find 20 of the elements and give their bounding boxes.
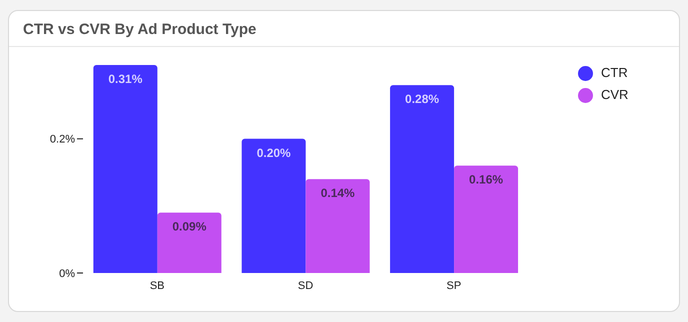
- x-tick-label: SD: [298, 280, 314, 292]
- bar: [242, 138, 306, 273]
- data-label: 0.31%: [108, 72, 143, 86]
- legend-label: CTR: [601, 65, 628, 80]
- data-label: 0.14%: [320, 186, 356, 200]
- data-label: 0.16%: [469, 172, 504, 187]
- chart-title: CTR vs CVR By Ad Product Type: [23, 21, 256, 38]
- bar: [454, 166, 518, 273]
- bar: [390, 85, 454, 273]
- y-tick-label: 0.2%: [50, 134, 76, 146]
- data-label: 0.09%: [172, 220, 207, 234]
- data-label: 0.28%: [405, 92, 440, 106]
- bar: [93, 65, 158, 273]
- bar: [306, 179, 370, 273]
- y-tick-label: 0%: [59, 268, 76, 280]
- x-tick-label: SB: [150, 280, 165, 292]
- x-tick-label: SP: [446, 280, 462, 292]
- bar: [157, 212, 222, 273]
- legend-label: CVR: [601, 87, 628, 102]
- data-label: 0.20%: [256, 146, 292, 160]
